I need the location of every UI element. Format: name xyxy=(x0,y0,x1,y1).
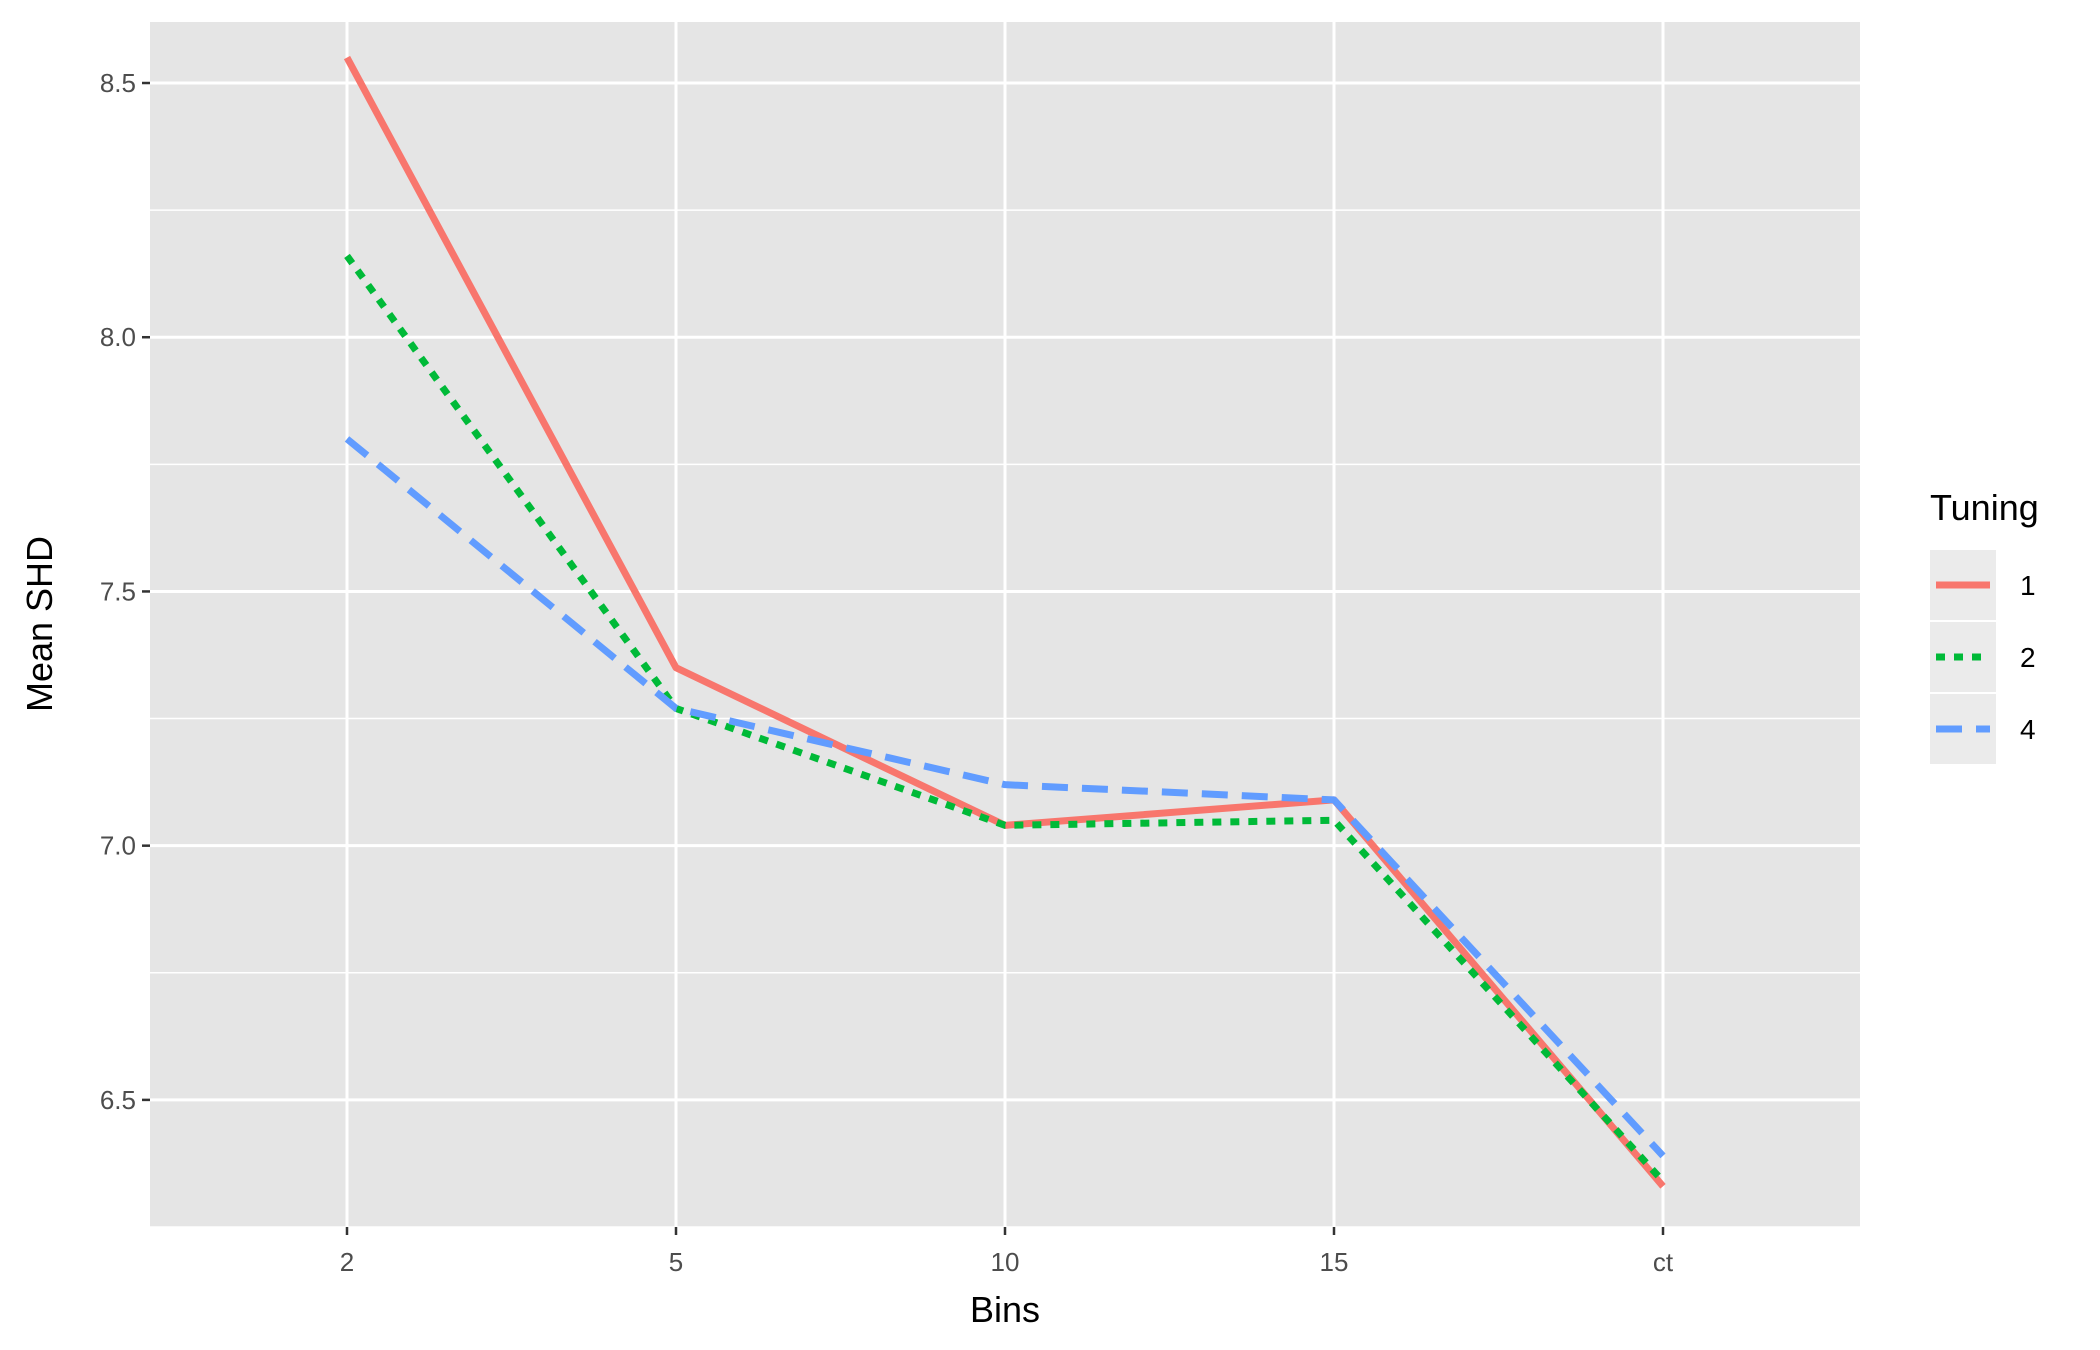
legend-label: 1 xyxy=(2020,570,2036,601)
y-tick-label: 8.0 xyxy=(100,322,136,352)
y-tick-label: 6.5 xyxy=(100,1085,136,1115)
y-tick-label: 8.5 xyxy=(100,68,136,98)
legend-title: Tuning xyxy=(1930,487,2039,528)
y-axis-ticks: 6.5 7.0 7.5 8.0 8.5 xyxy=(100,68,150,1115)
x-axis-title: Bins xyxy=(970,1289,1040,1330)
x-tick-label: 10 xyxy=(991,1247,1020,1277)
legend: Tuning 1 2 4 xyxy=(1930,487,2039,764)
x-tick-label: 2 xyxy=(340,1247,354,1277)
series-line-4 xyxy=(344,436,1666,1159)
grid-major xyxy=(150,22,1860,1227)
x-tick-label: 5 xyxy=(669,1247,683,1277)
y-axis-title: Mean SHD xyxy=(19,536,60,712)
x-tick-label: ct xyxy=(1653,1247,1674,1277)
series-lines xyxy=(343,55,1666,1189)
x-tick-label: 15 xyxy=(1320,1247,1349,1277)
x-axis-ticks: 2 5 10 15 ct xyxy=(340,1227,1674,1277)
y-tick-label: 7.0 xyxy=(100,831,136,861)
series-line-2 xyxy=(344,253,1666,1184)
legend-label: 4 xyxy=(2020,714,2036,745)
y-tick-label: 7.5 xyxy=(100,576,136,606)
legend-label: 2 xyxy=(2020,642,2036,673)
